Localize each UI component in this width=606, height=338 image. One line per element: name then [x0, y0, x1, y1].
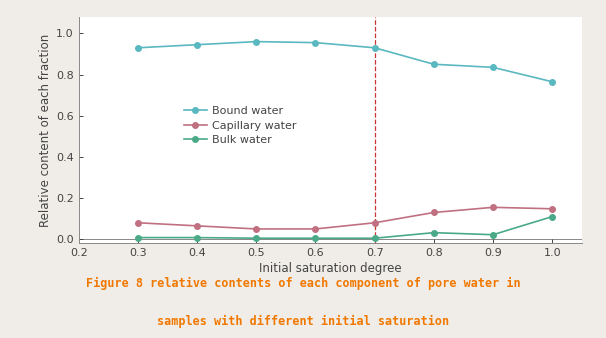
Bound water [135, 46, 142, 50]
Bulk water [548, 215, 556, 219]
Bulk water [430, 231, 438, 235]
Capillary water [135, 221, 142, 225]
Bound water [490, 65, 497, 69]
Capillary water [548, 207, 556, 211]
Capillary water [490, 205, 497, 209]
Line: Bulk water: Bulk water [135, 214, 555, 241]
Bulk water [253, 236, 260, 240]
Bound water [312, 41, 319, 45]
Capillary water [312, 227, 319, 231]
Capillary water [193, 224, 201, 228]
Text: Figure 8 relative contents of each component of pore water in: Figure 8 relative contents of each compo… [85, 277, 521, 290]
Y-axis label: Relative content of each fraction: Relative content of each fraction [39, 33, 52, 227]
Capillary water [253, 227, 260, 231]
Capillary water [430, 211, 438, 215]
X-axis label: Initial saturation degree: Initial saturation degree [259, 262, 402, 275]
Bulk water [312, 236, 319, 240]
Line: Capillary water: Capillary water [135, 204, 555, 232]
Bound water [193, 43, 201, 47]
Bound water [253, 40, 260, 44]
Bound water [548, 80, 556, 84]
Bound water [371, 46, 378, 50]
Bulk water [193, 236, 201, 240]
Text: samples with different initial saturation: samples with different initial saturatio… [157, 315, 449, 328]
Bound water [430, 62, 438, 66]
Capillary water [371, 221, 378, 225]
Bulk water [490, 233, 497, 237]
Bulk water [371, 236, 378, 240]
Line: Bound water: Bound water [135, 39, 555, 84]
Legend: Bound water, Capillary water, Bulk water: Bound water, Capillary water, Bulk water [180, 102, 301, 149]
Bulk water [135, 236, 142, 240]
